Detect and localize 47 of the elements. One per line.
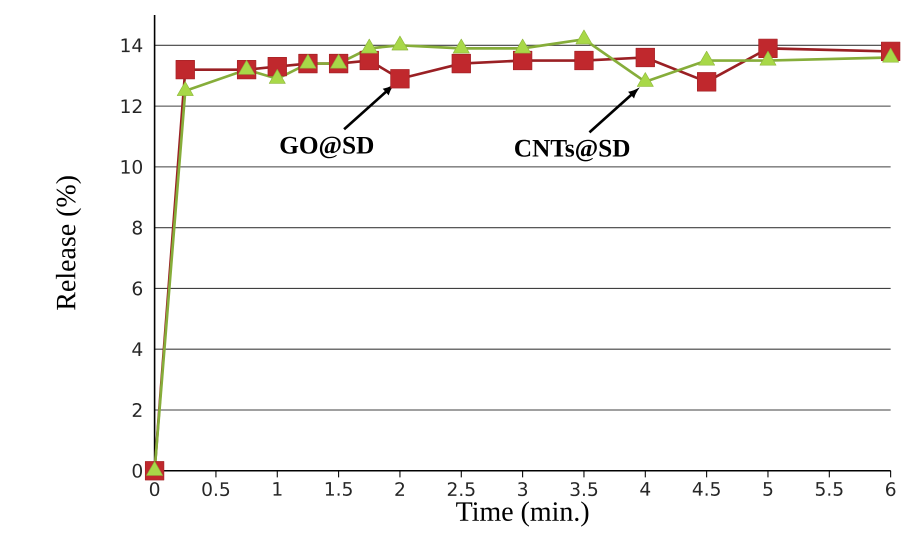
- x-tick-label: 0: [150, 482, 160, 496]
- y-tick-label: 4: [132, 342, 142, 356]
- annotation: GO@SD: [280, 136, 374, 158]
- point: [392, 36, 408, 51]
- point: [360, 38, 378, 54]
- point: [574, 51, 594, 70]
- point: [636, 72, 654, 88]
- x-tick-label: 3: [518, 482, 528, 496]
- point: [176, 60, 195, 80]
- y-tick-label: 2: [132, 403, 142, 418]
- annotation: CNTs@SD: [515, 140, 630, 162]
- x-tick-label: 4: [640, 482, 650, 496]
- x-tick-label: 1: [273, 482, 282, 496]
- point: [514, 38, 532, 54]
- x-axis-title: Time (min.): [456, 502, 588, 527]
- point: [390, 69, 410, 89]
- x-tick-label: 0.5: [202, 482, 230, 496]
- x-tick-label: 1.5: [326, 482, 352, 496]
- y-tick-label: 6: [132, 282, 142, 296]
- x-tick-label: 2: [395, 482, 404, 496]
- x-tick-label: 4.5: [692, 482, 720, 496]
- point: [268, 69, 286, 84]
- point: [882, 48, 900, 63]
- point: [452, 54, 471, 74]
- point: [758, 38, 778, 58]
- point: [636, 48, 655, 68]
- point: [300, 54, 316, 69]
- point: [238, 60, 255, 75]
- x-tick-label: 3.5: [570, 482, 598, 496]
- point: [268, 57, 287, 76]
- x-tick-label: 5: [763, 482, 772, 496]
- y-axis-title: Release (%): [56, 176, 82, 310]
- point: [452, 38, 470, 54]
- point: [760, 51, 776, 66]
- x-tick-label: 2.5: [448, 482, 474, 496]
- point: [176, 81, 194, 96]
- y-tick-label: 12: [122, 99, 142, 114]
- point: [330, 54, 348, 69]
- y-tick-label: 0: [132, 464, 142, 478]
- y-tick-label: 14: [122, 38, 142, 52]
- point: [698, 51, 716, 66]
- point: [696, 72, 716, 92]
- y-tick-label: 8: [132, 220, 142, 235]
- x-tick-label: 5.5: [816, 482, 842, 496]
- point: [576, 30, 592, 44]
- x-tick-label: 6: [886, 482, 896, 496]
- y-tick-label: 10: [122, 160, 142, 174]
